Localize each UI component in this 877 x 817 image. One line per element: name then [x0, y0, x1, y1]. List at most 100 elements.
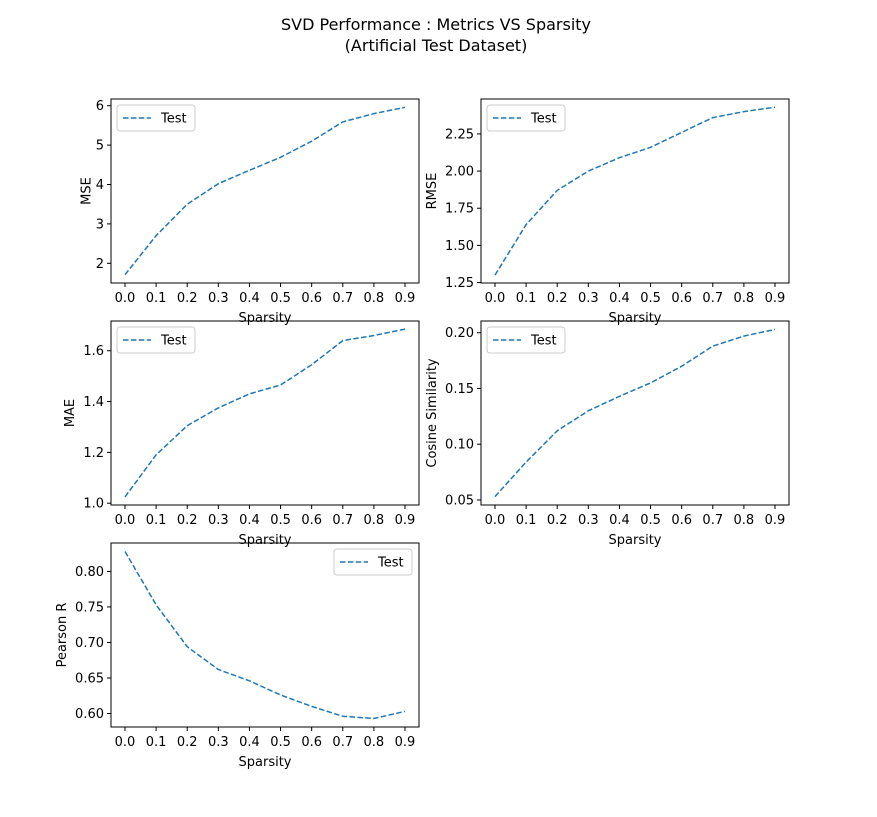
x-tick-label: 0.9: [395, 513, 416, 528]
series-line-test: [124, 328, 406, 498]
x-tick-label: 0.3: [578, 513, 599, 528]
y-tick-label: 3: [96, 217, 104, 232]
x-tick-label: 0.8: [364, 513, 385, 528]
series-line-test: [124, 106, 406, 276]
x-tick-label: 0.7: [702, 291, 723, 306]
legend-box: [333, 548, 413, 576]
x-tick-label: 0.0: [115, 513, 136, 528]
x-tick-label: 0.0: [485, 513, 506, 528]
x-tick-label: 0.8: [734, 513, 755, 528]
y-tick-label: 1.2: [83, 446, 104, 461]
x-tick-label: 0.6: [301, 513, 322, 528]
legend-label: Test: [160, 334, 187, 349]
x-tick-label: 0.5: [640, 513, 661, 528]
x-tick-label: 0.4: [609, 513, 630, 528]
x-tick-label: 0.1: [146, 513, 167, 528]
legend-box: [486, 104, 566, 132]
y-tick-label: 0.80: [75, 565, 104, 580]
x-tick-label: 0.5: [270, 735, 291, 750]
figure-title-line-1: SVD Performance : Metrics VS Sparsity: [281, 15, 591, 34]
y-tick-label: 0.65: [75, 671, 104, 686]
rmse-panel: 0.0 0.1 0.2 0.3 0.4 0.5 0.6 0.7 0.8 0.9 1.25 1.50 1.…: [425, 98, 790, 326]
y-tick-label: 0.70: [75, 636, 104, 651]
legend-box: [116, 326, 196, 354]
x-tick-label: 0.9: [765, 291, 786, 306]
x-axis-label: Sparsity: [609, 311, 662, 326]
y-tick-label: 0.10: [445, 438, 474, 453]
legend-box: [116, 104, 196, 132]
x-tick-label: 0.9: [395, 735, 416, 750]
x-tick-label: 0.1: [146, 735, 167, 750]
y-tick-label: 0.60: [75, 707, 104, 722]
y-tick-label: 0.20: [445, 326, 474, 341]
x-axis-label: Sparsity: [239, 755, 292, 770]
x-tick-label: 0.2: [177, 291, 198, 306]
x-tick-label: 0.2: [547, 291, 568, 306]
legend: Test: [116, 104, 196, 132]
x-tick-label: 0.6: [671, 513, 692, 528]
legend: Test: [486, 326, 566, 354]
x-tick-label: 0.7: [332, 513, 353, 528]
legend: Test: [486, 104, 566, 132]
y-tick-label: 5: [96, 139, 104, 154]
x-tick-label: 0.2: [547, 513, 568, 528]
x-tick-label: 0.4: [239, 735, 260, 750]
mae-panel: 0.0 0.1 0.2 0.3 0.4 0.5 0.6 0.7 0.8 0.9 1.0 1.2 1.4 1…: [63, 320, 420, 548]
x-tick-label: 0.4: [609, 291, 630, 306]
x-tick-label: 0.5: [640, 291, 661, 306]
y-tick-label: 1.4: [83, 395, 104, 410]
x-tick-label: 0.6: [671, 291, 692, 306]
y-tick-label: 1.50: [445, 239, 474, 254]
x-tick-label: 0.2: [177, 513, 198, 528]
y-axis-label: Pearson R: [55, 603, 70, 668]
y-tick-label: 1.0: [83, 497, 104, 512]
y-tick-label: 4: [96, 178, 104, 193]
x-tick-label: 0.5: [270, 513, 291, 528]
x-tick-label: 0.2: [177, 735, 198, 750]
x-tick-label: 0.8: [364, 735, 385, 750]
y-axis-label: MAE: [63, 399, 78, 427]
cosine-similarity-panel: 0.0 0.1 0.2 0.3 0.4 0.5 0.6 0.7 0.8 0.9 0.05 0.10 0.…: [425, 320, 790, 548]
x-axis-label: Sparsity: [239, 533, 292, 548]
subplots: 0.0 0.1 0.2 0.3 0.4 0.5 0.6 0.7 0.8 0.9 2 3 4 5 6 Spars…: [55, 98, 790, 770]
x-tick-label: 0.1: [146, 291, 167, 306]
y-axis-label: RMSE: [425, 173, 440, 210]
legend: Test: [333, 548, 413, 576]
axes-frame: [110, 98, 420, 284]
x-tick-label: 0.4: [239, 291, 260, 306]
x-tick-label: 0.3: [208, 735, 229, 750]
legend-label: Test: [530, 334, 557, 349]
y-tick-label: 2: [96, 257, 104, 272]
x-tick-label: 0.3: [208, 513, 229, 528]
y-tick-label: 2.25: [445, 127, 474, 142]
axes-frame: [110, 320, 420, 506]
x-tick-label: 0.3: [208, 291, 229, 306]
x-tick-label: 0.1: [516, 291, 537, 306]
pearson-r-panel: 0.0 0.1 0.2 0.3 0.4 0.5 0.6 0.7 0.8 0.9 0.60 0.65 0.…: [55, 542, 420, 770]
x-tick-label: 0.0: [115, 291, 136, 306]
axes-frame: [480, 98, 790, 284]
x-axis-label: Sparsity: [239, 311, 292, 326]
series-line-test: [494, 328, 776, 498]
y-tick-label: 0.05: [445, 493, 474, 508]
y-tick-label: 1.6: [83, 344, 104, 359]
x-tick-label: 0.4: [239, 513, 260, 528]
x-tick-label: 0.0: [115, 735, 136, 750]
y-tick-label: 0.15: [445, 382, 474, 397]
legend-label: Test: [530, 112, 557, 127]
y-tick-label: 0.75: [75, 600, 104, 615]
x-tick-label: 0.0: [485, 291, 506, 306]
series-line-test: [124, 551, 406, 720]
y-tick-label: 6: [96, 99, 104, 114]
x-tick-label: 0.8: [364, 291, 385, 306]
y-tick-label: 2.00: [445, 165, 474, 180]
y-axis-label: Cosine Similarity: [425, 358, 440, 468]
x-tick-label: 0.8: [734, 291, 755, 306]
legend-label: Test: [160, 112, 187, 127]
x-tick-label: 0.7: [332, 291, 353, 306]
mse-panel: 0.0 0.1 0.2 0.3 0.4 0.5 0.6 0.7 0.8 0.9 2 3 4 5 6 Spars…: [80, 98, 420, 326]
axes-frame: [110, 542, 420, 728]
x-tick-label: 0.5: [270, 291, 291, 306]
x-tick-label: 0.3: [578, 291, 599, 306]
